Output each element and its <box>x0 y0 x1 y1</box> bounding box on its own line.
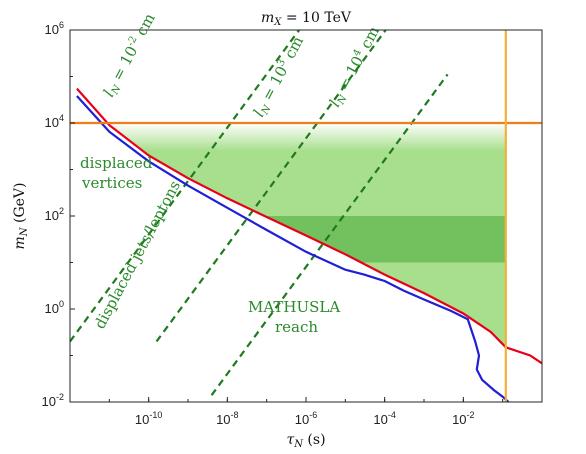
y-tick-label: 10-2 <box>42 392 64 409</box>
decay-length-lines <box>70 30 449 396</box>
decay-length-line-2 <box>210 73 449 396</box>
annotation-mathusla: MATHUSLA <box>248 298 340 316</box>
axis-ticks: 10-10 10-8 10-6 10-4 10-2 10-2 100 102 104 106 <box>42 20 543 427</box>
decay-length-line-1 <box>155 30 388 343</box>
annotation-displaced-jets: displaced jets/leptons <box>91 178 184 332</box>
plot-title: mX = 10 TeV <box>261 10 352 28</box>
x-tick-label: 10-8 <box>216 410 238 427</box>
x-tick-label: 10-6 <box>295 410 317 427</box>
y-tick-label: 100 <box>45 299 64 316</box>
y-axis-title: mN (GeV) <box>12 183 30 250</box>
annotation-reach: reach <box>275 318 318 336</box>
x-tick-label: 10-10 <box>135 410 162 427</box>
x-tick-label: 10-4 <box>373 410 395 427</box>
annotation-displaced: displaced <box>80 154 153 172</box>
y-tick-label: 102 <box>45 206 64 223</box>
y-tick-label: 104 <box>45 113 64 130</box>
series-blue <box>76 95 510 402</box>
annotation-vertices: vertices <box>81 174 142 192</box>
label-lN-1e-2: lN = 10-2 cm <box>100 10 161 101</box>
y-tick-label: 106 <box>45 20 64 37</box>
series-red <box>76 87 542 365</box>
x-axis-title: τN (s) <box>286 432 325 450</box>
label-lN-1e3: lN = 103 cm <box>250 33 309 121</box>
series-lines <box>70 30 542 402</box>
decay-length-line-0 <box>70 30 301 343</box>
x-tick-label: 10-2 <box>452 410 474 427</box>
reach-region-dark-band <box>264 216 506 263</box>
